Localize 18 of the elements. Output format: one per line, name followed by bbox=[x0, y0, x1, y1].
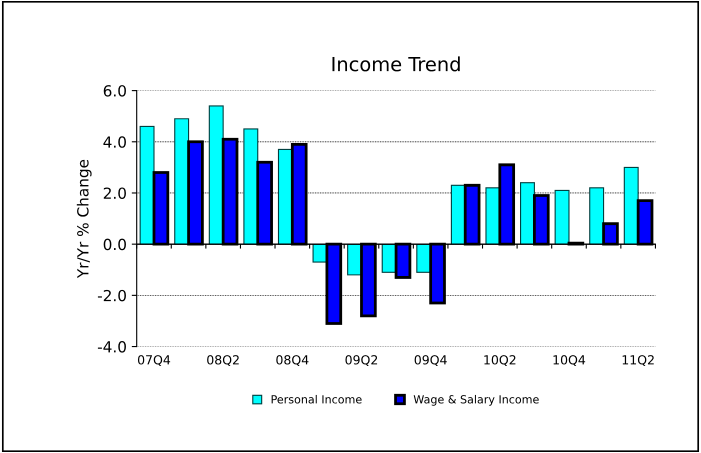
y-tick-label: 4.0 bbox=[103, 136, 126, 148]
y-axis-title: Yr/Yr % Change bbox=[76, 160, 92, 278]
legend-label: Personal Income bbox=[272, 394, 362, 404]
y-tick-label: 0.0 bbox=[104, 238, 126, 250]
x-tick-label: 09Q2 bbox=[345, 355, 378, 366]
y-tick-label: -4.0 bbox=[98, 341, 126, 353]
x-tick-label: 10Q4 bbox=[554, 355, 586, 366]
x-tick-label: 11Q2 bbox=[622, 355, 654, 366]
x-tick-label: 10Q2 bbox=[484, 355, 516, 366]
chart-title: Income Trend bbox=[332, 56, 460, 72]
y-tick-label: -2.0 bbox=[98, 290, 126, 302]
y-tick-label: 6.0 bbox=[104, 85, 126, 97]
legend-label: Wage & Salary Income bbox=[414, 394, 539, 406]
x-tick-label: 07Q4 bbox=[138, 355, 170, 366]
x-tick-label: 08Q2 bbox=[207, 355, 239, 366]
x-tick-label: 08Q4 bbox=[276, 355, 308, 366]
x-tick-label: 09Q4 bbox=[414, 355, 447, 366]
y-tick-label: 2.0 bbox=[104, 187, 126, 199]
